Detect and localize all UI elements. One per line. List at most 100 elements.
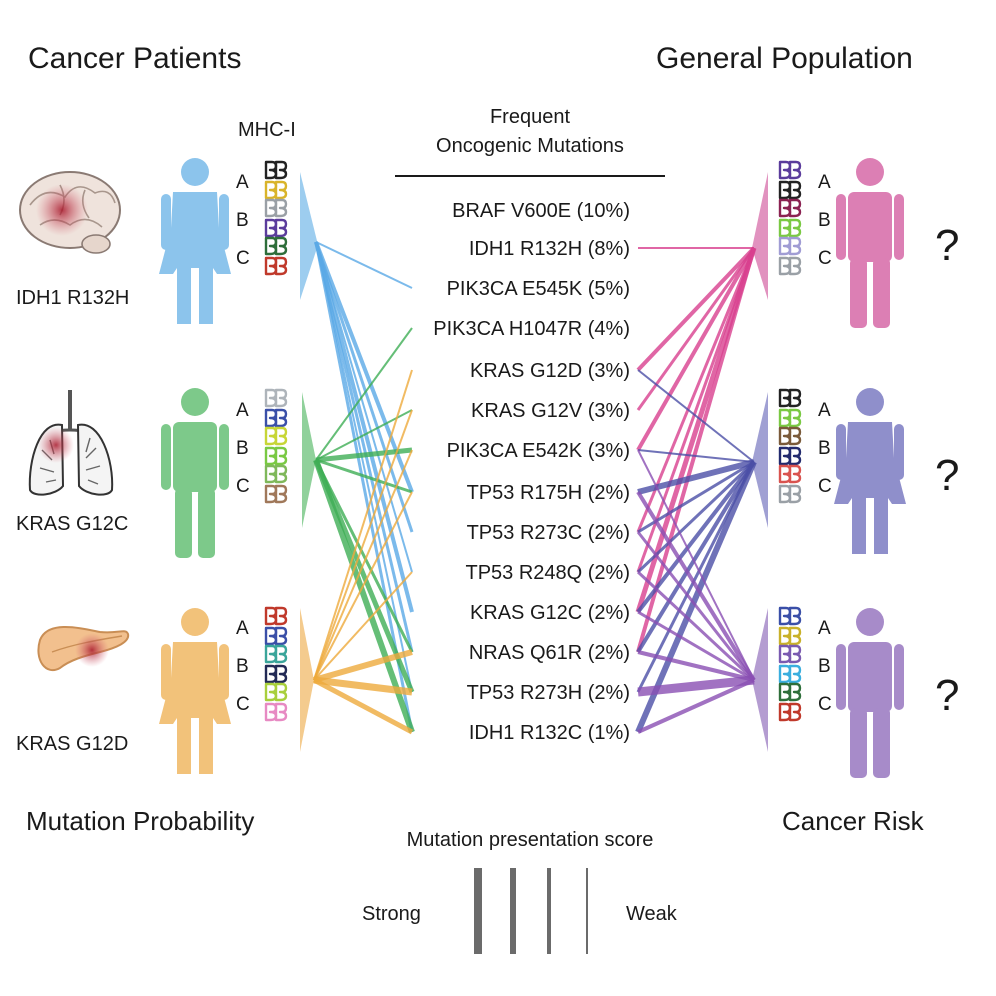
bottom-left-label: Mutation Probability: [26, 806, 254, 836]
mhc-allele-icon: [264, 256, 278, 276]
connection-line: [313, 369, 413, 681]
mhc-allele-icon: [264, 198, 278, 218]
connection-line: [313, 449, 413, 681]
allele-letter: C: [236, 694, 250, 715]
mhc-allele-icon: [274, 606, 288, 626]
connection-line: [637, 675, 755, 697]
allele-letter: C: [818, 476, 832, 497]
mutation-label: TP53 R273C (2%): [467, 522, 630, 544]
allele-letter: C: [236, 248, 250, 269]
mhc-allele-icon: [788, 484, 802, 504]
legend-bar-strong: [510, 868, 516, 954]
legend-bar-strongest: [474, 868, 482, 954]
mhc-allele-icon: [778, 388, 792, 408]
mhc-allele-icon: [778, 236, 792, 256]
mhc-allele-icon: [788, 160, 802, 180]
allele-letter: B: [818, 656, 831, 677]
mhc-allele-icon: [274, 256, 288, 276]
connection-line: [636, 460, 756, 614]
connection-line: [636, 460, 756, 574]
connection-line: [636, 490, 756, 682]
allele-letter: C: [818, 248, 832, 269]
connection-line: [636, 531, 756, 681]
mhc-allele-icon: [778, 682, 792, 702]
mhc-allele-icon: [264, 644, 278, 664]
allele-letter: B: [236, 438, 249, 459]
mhc-allele-icon: [788, 198, 802, 218]
legend-weak-label: Weak: [626, 903, 678, 925]
mhc-allele-icon: [274, 160, 288, 180]
brain-icon: [19, 171, 121, 254]
allele-letter: A: [818, 172, 831, 193]
mhc-allele-icon: [264, 464, 278, 484]
connection-line: [636, 570, 756, 682]
mhc-allele-icon: [778, 198, 792, 218]
mhc-allele-icon: [788, 702, 802, 722]
mhc-allele-icon: [264, 218, 278, 238]
connection-line: [637, 610, 755, 682]
mhc-allele-icon: [264, 236, 278, 256]
mhc-allele-icon: [274, 446, 288, 466]
mhc-allele-icon: [788, 644, 802, 664]
allele-letter: A: [236, 618, 249, 639]
presentation-fan: [300, 172, 318, 300]
mhc-allele-icon: [274, 218, 288, 238]
mhc-allele-icon: [778, 644, 792, 664]
presentation-fan: [752, 392, 768, 528]
bottom-right-label: Cancer Risk: [782, 806, 925, 836]
lungs-icon: [28, 390, 114, 496]
mhc-allele-icon: [274, 236, 288, 256]
mhc-allele-icon: [778, 426, 792, 446]
connection-line: [313, 409, 413, 681]
presentation-fan: [302, 392, 316, 528]
mhc-allele-icon: [788, 180, 802, 200]
presentation-fan: [752, 608, 768, 752]
mhc-allele-icon: [788, 236, 802, 256]
mhc-allele-icon: [274, 426, 288, 446]
connection-line: [313, 649, 413, 683]
mhc-allele-icon: [778, 180, 792, 200]
connection-line: [314, 241, 414, 613]
mhc-allele-icon: [788, 664, 802, 684]
mhc-allele-icon: [274, 626, 288, 646]
mhc-allele-icon: [274, 484, 288, 504]
right-title: General Population: [656, 42, 913, 75]
presentation-fan: [300, 608, 314, 752]
allele-letter: B: [236, 210, 249, 231]
mhc-allele-icon: [274, 702, 288, 722]
mhc-allele-icon: [264, 682, 278, 702]
connection-line: [636, 247, 756, 451]
connection-line: [312, 677, 414, 735]
mhc-allele-icon: [264, 626, 278, 646]
mutation-label: PIK3CA E542K (3%): [447, 440, 630, 462]
legend-title: Mutation presentation score: [407, 829, 654, 851]
connection-line: [313, 676, 413, 696]
mutation-label: NRAS Q61R (2%): [469, 642, 630, 664]
mhc-allele-icon: [788, 388, 802, 408]
mhc-allele-icon: [264, 388, 278, 408]
connection-line: [314, 241, 414, 533]
mutation-label: TP53 R248Q (2%): [465, 562, 630, 584]
mhc-allele-icon: [264, 426, 278, 446]
mhc-allele-icon: [778, 626, 792, 646]
allele-letter: B: [236, 656, 249, 677]
presentation-fan: [752, 172, 768, 300]
mutation-label: TP53 R273H (2%): [467, 682, 630, 704]
allele-letter: C: [236, 476, 250, 497]
mutation-label: PIK3CA H1047R (4%): [433, 318, 630, 340]
allele-letter: A: [818, 618, 831, 639]
connection-line: [637, 449, 755, 463]
patient-mutation-label: IDH1 R132H: [16, 287, 129, 309]
mhc-allele-icon: [778, 464, 792, 484]
mhc-allele-icon: [778, 446, 792, 466]
mutation-label: KRAS G12D (3%): [470, 360, 630, 382]
question-mark: ?: [935, 671, 959, 720]
patient-mutation-label: KRAS G12C: [16, 513, 128, 535]
connection-line: [636, 247, 756, 411]
mhc-allele-icon: [778, 484, 792, 504]
legend-strong-label: Strong: [362, 903, 421, 925]
mutation-label: BRAF V600E (10%): [452, 200, 630, 222]
mhc-allele-icon: [274, 180, 288, 200]
